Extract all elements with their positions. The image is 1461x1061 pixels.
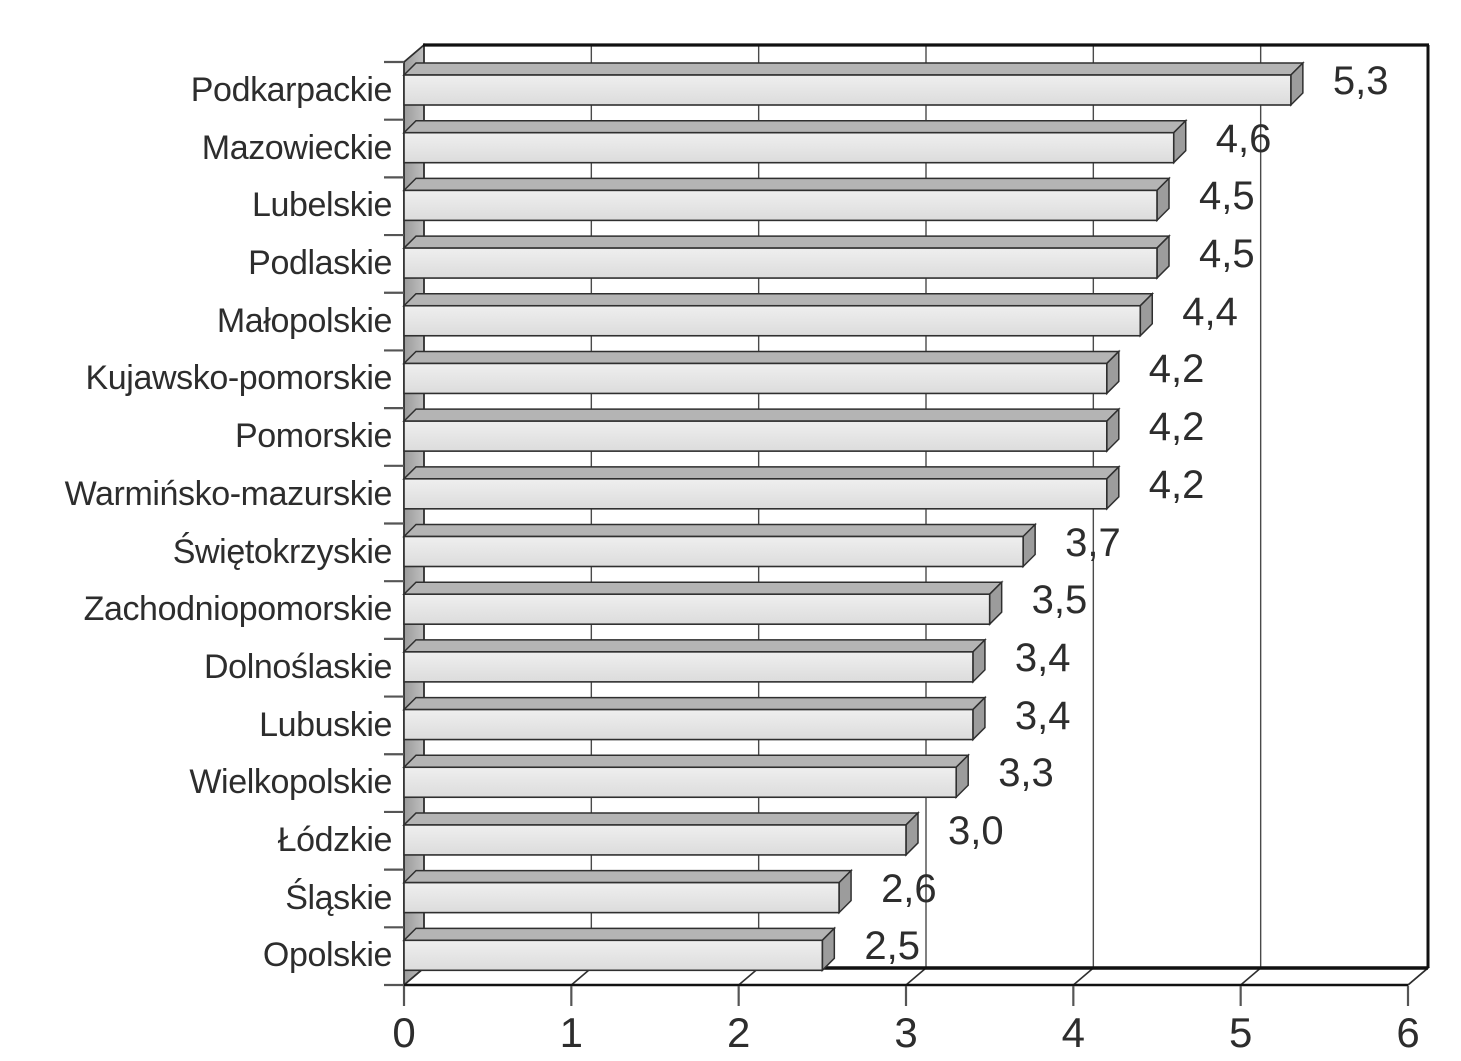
bar-value-label: 2,5 <box>864 924 920 969</box>
category-label: Wielkopolskie <box>189 763 392 802</box>
bar <box>403 766 958 799</box>
bar-top-face <box>402 581 1004 595</box>
bar <box>403 189 1158 222</box>
bar-top-face <box>402 350 1121 365</box>
category-label: Śląskie <box>285 878 392 917</box>
bar <box>403 824 907 856</box>
bar <box>403 939 824 972</box>
bar-top-face <box>402 177 1171 192</box>
bar <box>403 708 974 741</box>
bar <box>403 74 1292 106</box>
x-axis-tick-label: 3 <box>894 1009 918 1056</box>
bar <box>403 362 1108 395</box>
bar-value-label: 2,6 <box>881 866 937 911</box>
category-label: Kujawsko-pomorskie <box>85 359 393 398</box>
bar-top-face <box>402 293 1155 307</box>
category-label: Lubuskie <box>259 705 392 744</box>
bar-top-face <box>402 869 853 884</box>
category-label: Warmińsko-mazurskie <box>64 474 393 513</box>
category-label: Łódzkie <box>277 820 393 859</box>
x-axis-tick-label: 6 <box>1396 1009 1420 1056</box>
bar-value-label: 4,5 <box>1199 232 1255 277</box>
bar <box>403 478 1108 510</box>
bar <box>403 881 840 914</box>
bar-value-label: 4,2 <box>1148 347 1205 392</box>
category-label: Podlaskie <box>248 244 392 283</box>
bar-value-label: 3,5 <box>1031 578 1088 623</box>
x-axis-tick-label: 1 <box>559 1009 583 1056</box>
bar-top-face <box>402 639 987 653</box>
category-label: Świętokrzyskie <box>172 532 393 571</box>
bar-value-label: 3,4 <box>1014 693 1071 738</box>
bar-top-face <box>402 119 1188 134</box>
floor-connector <box>1072 967 1094 986</box>
bar-value-label: 3,4 <box>1014 635 1071 680</box>
bar-top-face <box>402 466 1121 480</box>
category-label: Mazowieckie <box>201 128 393 167</box>
bar-value-label: 3,7 <box>1065 520 1121 565</box>
bar <box>403 131 1175 164</box>
bar-top-face <box>402 696 987 711</box>
bar-top-face <box>402 62 1305 76</box>
x-axis-tick-label: 4 <box>1061 1009 1085 1056</box>
bar-top-face <box>402 754 971 768</box>
category-label: Opolskie <box>262 936 392 975</box>
bar-value-label: 3,0 <box>948 808 1004 853</box>
bar-top-face <box>402 812 920 826</box>
category-label: Dolnoślaskie <box>204 647 392 686</box>
bar-top-face <box>402 523 1037 538</box>
bar-top-face <box>402 408 1121 422</box>
bar <box>403 535 1024 568</box>
bar-value-label: 4,2 <box>1148 405 1205 450</box>
bar <box>403 593 991 625</box>
category-label: Podkarpackie <box>190 71 393 109</box>
bar-value-label: 4,2 <box>1148 462 1205 507</box>
bar-value-label: 5,3 <box>1332 59 1389 103</box>
bar <box>403 420 1108 452</box>
bar <box>403 304 1142 337</box>
bar-value-label: 3,3 <box>998 751 1054 796</box>
bar-top-face <box>402 927 837 942</box>
bar-value-label: 4,5 <box>1199 174 1255 219</box>
floor-connector <box>905 967 927 986</box>
bar <box>403 651 974 683</box>
category-label: Lubelskie <box>251 186 392 225</box>
bar-value-label: 4,4 <box>1182 289 1238 334</box>
category-label: Zachodniopomorskie <box>83 590 393 629</box>
floor-connector <box>1240 967 1262 986</box>
x-axis-tick-label: 5 <box>1228 1009 1253 1056</box>
floor-connector <box>1407 967 1429 986</box>
bar-value-label: 4,6 <box>1215 116 1272 161</box>
x-axis-tick-label: 2 <box>726 1009 751 1056</box>
category-label: Pomorskie <box>234 417 392 456</box>
x-axis-tick-label: 0 <box>392 1009 416 1056</box>
bar <box>403 247 1158 279</box>
category-label: Małopolskie <box>216 301 393 340</box>
bar-top-face <box>402 235 1171 249</box>
